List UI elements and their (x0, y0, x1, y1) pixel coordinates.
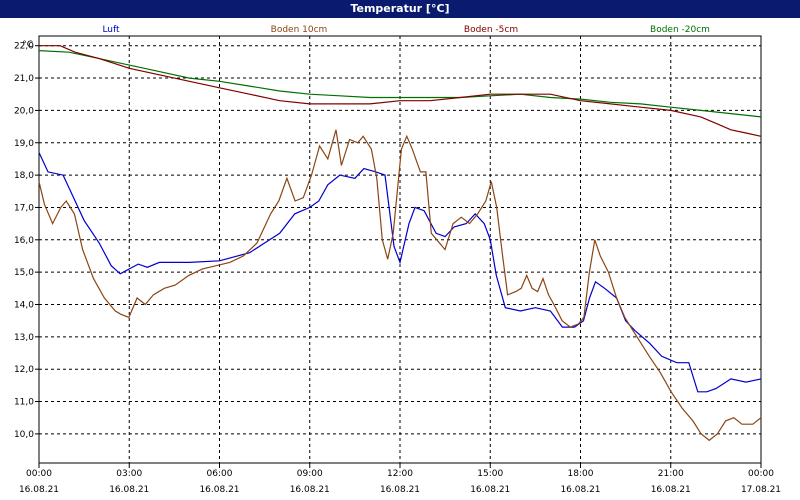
x-tick-time: 21:00 (658, 469, 684, 479)
y-axis-label: °C (22, 40, 33, 50)
x-tick-date: 16.08.21 (19, 485, 59, 495)
x-tick-time: 09:00 (297, 469, 323, 479)
x-tick-date: 16.08.21 (109, 485, 149, 495)
y-tick-label: 12,0 (14, 365, 34, 375)
x-tick-date: 16.08.21 (199, 485, 239, 495)
x-tick-time: 18:00 (568, 469, 594, 479)
series-line-boden-5cm (39, 45, 762, 137)
y-tick-label: 10,0 (14, 430, 34, 440)
x-tick-date: 16.08.21 (290, 485, 330, 495)
y-tick-label: 11,0 (14, 398, 34, 408)
x-tick-time: 03:00 (116, 469, 142, 479)
x-tick-date: 16.08.21 (380, 485, 420, 495)
x-tick-date: 16.08.21 (651, 485, 691, 495)
chart-title: Temperatur [°C] (0, 0, 800, 18)
x-tick-date: 16.08.21 (470, 485, 510, 495)
y-tick-label: 22,0 (14, 42, 34, 52)
series-line-boden-10cm (38, 129, 762, 442)
y-tick-label: 18,0 (14, 171, 34, 181)
y-tick-label: 19,0 (14, 139, 34, 149)
y-tick-label: 16,0 (14, 236, 34, 246)
x-tick-time: 12:00 (387, 469, 413, 479)
y-tick-label: 15,0 (14, 268, 34, 278)
legend-boden-5cm: Boden -5cm (464, 25, 518, 35)
x-tick-date: 17.08.21 (741, 485, 781, 495)
x-tick-time: 00:00 (748, 469, 774, 479)
x-tick-time: 06:00 (207, 469, 233, 479)
y-tick-label: 20,0 (14, 106, 34, 116)
y-tick-label: 17,0 (14, 203, 34, 213)
y-tick-label: 13,0 (14, 333, 34, 343)
legend-boden-20cm: Boden -20cm (650, 25, 710, 35)
x-tick-date: 16.08.21 (560, 485, 600, 495)
legend-luft: Luft (102, 25, 120, 35)
legend-boden-10cm: Boden 10cm (271, 25, 328, 35)
x-tick-time: 15:00 (477, 469, 503, 479)
x-tick-time: 00:00 (26, 469, 52, 479)
y-tick-label: 14,0 (14, 300, 34, 310)
y-tick-label: 21,0 (14, 74, 34, 84)
series-line-boden-20cm (38, 50, 762, 118)
